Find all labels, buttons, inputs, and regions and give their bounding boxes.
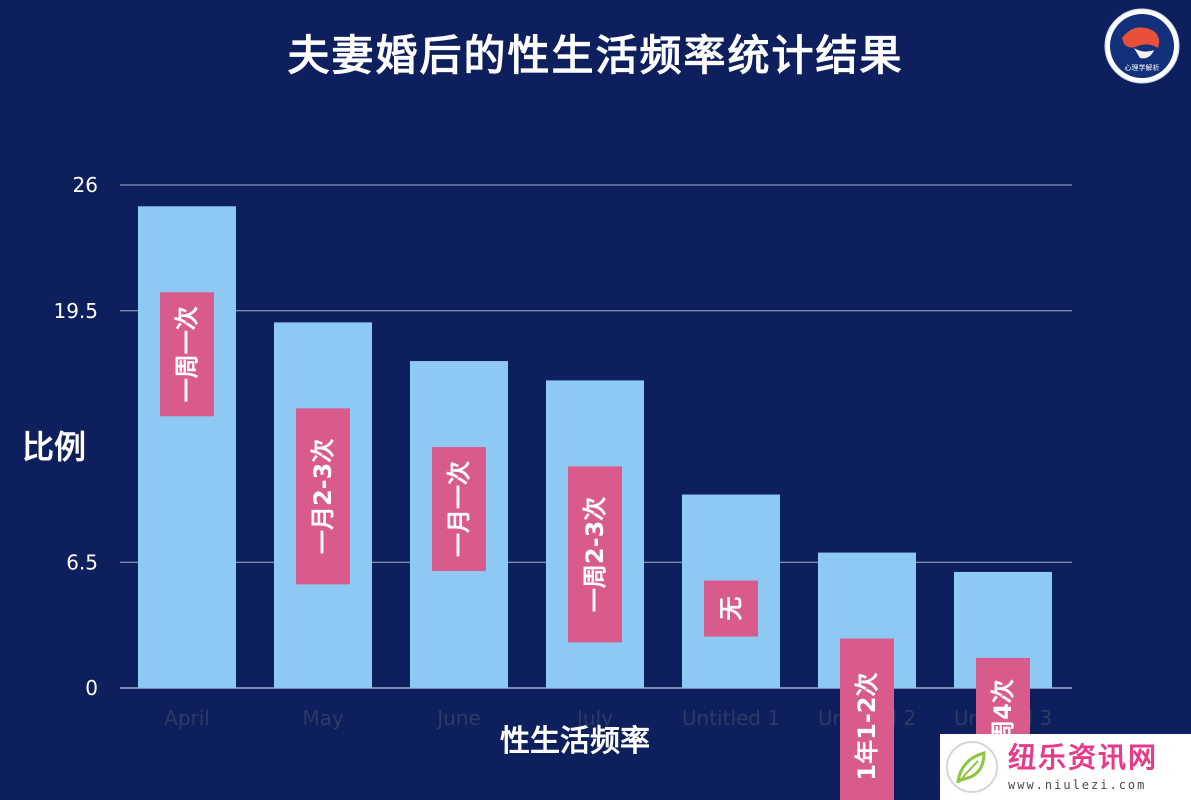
bar-data-label: 一月2-3次 <box>309 439 337 554</box>
bar-label-box <box>840 638 894 800</box>
chart-title: 夫妻婚后的性生活频率统计结果 <box>287 31 904 80</box>
x-tick-label: July <box>575 706 613 730</box>
leaf-logo-icon <box>946 741 998 793</box>
bar <box>138 206 236 688</box>
brand-logo: 心理学解析 <box>1104 8 1180 84</box>
watermark-name: 纽乐资讯网 <box>1008 741 1159 774</box>
x-tick-label: May <box>302 706 344 730</box>
x-tick-label: June <box>435 706 481 730</box>
site-watermark: 纽乐资讯网 www.niulezi.com <box>940 734 1191 800</box>
bar-label-box <box>568 466 622 643</box>
x-axis-label: 性生活频率 <box>500 724 650 759</box>
watermark-url: www.niulezi.com <box>1008 778 1147 792</box>
bar-data-label: 一周一次 <box>173 306 201 402</box>
bar-data-label: 无 <box>717 597 745 621</box>
y-tick-label: 26 <box>73 173 98 197</box>
bar-label-box <box>704 580 758 637</box>
y-tick-label: 6.5 <box>66 550 98 574</box>
y-tick-label: 0 <box>85 676 98 700</box>
y-axis-label: 比例 <box>22 428 87 466</box>
bar-data-label: 1年1-2次 <box>853 673 881 781</box>
x-tick-label: April <box>164 706 210 730</box>
bar-label-box <box>296 408 350 585</box>
x-tick-label: Untitled 1 <box>682 706 780 730</box>
bar-data-label: 一月一次 <box>445 461 473 557</box>
bar-data-label: 一周2-3次 <box>581 497 609 612</box>
logo-text: 心理学解析 <box>1125 63 1160 72</box>
y-tick-label: 19.5 <box>53 299 98 323</box>
bar-label-box <box>160 292 214 417</box>
bar-label-box <box>432 447 486 572</box>
